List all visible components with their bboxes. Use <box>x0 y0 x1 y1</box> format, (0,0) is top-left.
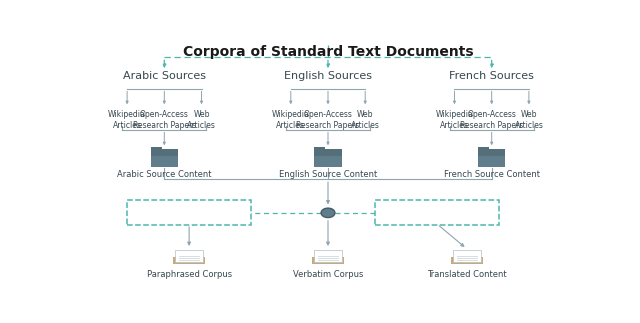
FancyBboxPatch shape <box>375 200 499 225</box>
Text: French Source Content: French Source Content <box>444 170 540 179</box>
Text: Wikipedia
Articles: Wikipedia Articles <box>436 109 474 130</box>
FancyBboxPatch shape <box>127 200 251 225</box>
Text: French Sources: French Sources <box>449 71 534 81</box>
FancyBboxPatch shape <box>175 250 203 262</box>
Text: Translated Content: Translated Content <box>427 270 507 279</box>
Bar <box>314 147 325 150</box>
Text: Web
Articles: Web Articles <box>515 109 543 130</box>
Bar <box>314 156 342 167</box>
FancyBboxPatch shape <box>173 257 205 265</box>
FancyBboxPatch shape <box>453 250 481 262</box>
Text: Wikipedia
Articles: Wikipedia Articles <box>272 109 310 130</box>
Text: English Sources: English Sources <box>284 71 372 81</box>
Text: Machine Paraphrase: Machine Paraphrase <box>136 208 242 218</box>
Text: English Source Content: English Source Content <box>279 170 377 179</box>
Text: Machine Translation: Machine Translation <box>385 208 490 218</box>
FancyBboxPatch shape <box>451 257 483 265</box>
Text: Web
Articles: Web Articles <box>187 109 216 130</box>
Text: Paraphrased Corpus: Paraphrased Corpus <box>147 270 232 279</box>
Text: Arabic Sources: Arabic Sources <box>123 71 206 81</box>
Text: Open-Access
Research Papers: Open-Access Research Papers <box>460 109 524 130</box>
Bar <box>478 150 506 167</box>
Text: Web
Articles: Web Articles <box>351 109 380 130</box>
Bar <box>478 156 506 167</box>
FancyBboxPatch shape <box>312 257 344 265</box>
Bar <box>150 147 161 150</box>
Text: Corpora of Standard Text Documents: Corpora of Standard Text Documents <box>182 45 474 59</box>
Bar <box>150 156 178 167</box>
Bar <box>478 147 489 150</box>
FancyBboxPatch shape <box>314 250 342 262</box>
Text: Open-Access
Research Papers: Open-Access Research Papers <box>132 109 196 130</box>
Ellipse shape <box>321 208 335 218</box>
Text: Verbatim Corpus: Verbatim Corpus <box>293 270 363 279</box>
Text: Arabic Source Content: Arabic Source Content <box>117 170 212 179</box>
Text: Wikipedia
Articles: Wikipedia Articles <box>108 109 146 130</box>
Bar <box>150 150 178 167</box>
Text: Open-Access
Research Papers: Open-Access Research Papers <box>296 109 360 130</box>
Bar <box>314 150 342 167</box>
